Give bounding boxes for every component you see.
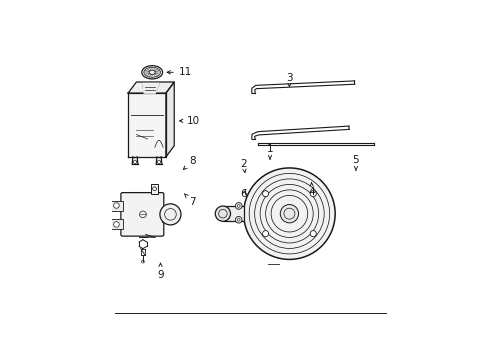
Circle shape: [235, 203, 242, 209]
Circle shape: [113, 222, 119, 227]
Text: 4: 4: [307, 183, 314, 197]
Bar: [151, 184, 158, 194]
Text: 1: 1: [266, 144, 273, 159]
Polygon shape: [165, 82, 174, 157]
Polygon shape: [128, 82, 174, 93]
Text: 7: 7: [184, 194, 195, 207]
Circle shape: [113, 203, 119, 208]
Circle shape: [235, 216, 242, 223]
Circle shape: [215, 206, 230, 221]
Text: 6: 6: [240, 189, 246, 199]
Text: 9: 9: [157, 263, 163, 280]
Bar: [162, 207, 170, 222]
FancyBboxPatch shape: [121, 193, 163, 236]
Circle shape: [160, 204, 181, 225]
Ellipse shape: [142, 66, 163, 79]
Text: 5: 5: [352, 155, 359, 170]
Circle shape: [262, 231, 268, 237]
Bar: [223, 206, 243, 221]
Circle shape: [280, 204, 298, 223]
Text: 2: 2: [240, 159, 246, 172]
Text: 3: 3: [285, 73, 292, 86]
Circle shape: [262, 191, 268, 197]
Circle shape: [243, 168, 334, 260]
Text: 8: 8: [183, 156, 195, 170]
Bar: [110, 201, 122, 211]
Text: 11: 11: [167, 67, 192, 77]
Polygon shape: [128, 93, 165, 157]
Bar: [110, 220, 122, 229]
Polygon shape: [142, 84, 159, 93]
Circle shape: [309, 231, 316, 237]
Circle shape: [309, 191, 316, 197]
Text: 10: 10: [179, 116, 200, 126]
